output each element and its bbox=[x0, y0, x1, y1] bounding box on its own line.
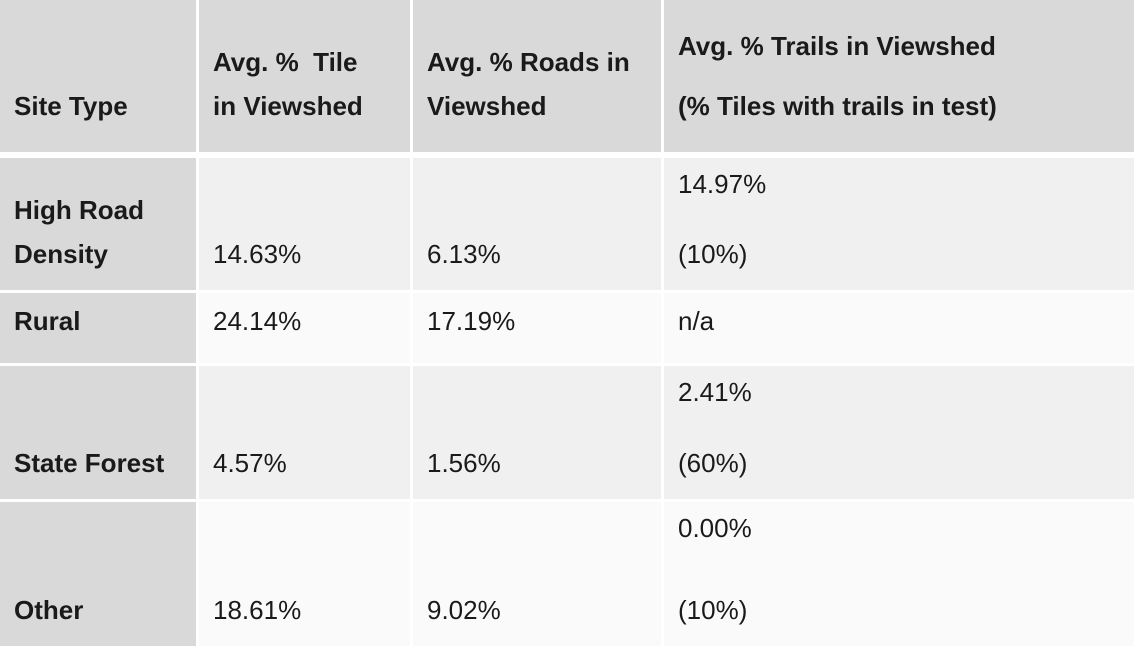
site-type-label: Other bbox=[14, 595, 84, 625]
row-state-forest-site: State Forest bbox=[0, 366, 196, 502]
roads-value: 1.56% bbox=[427, 448, 501, 478]
row-rural-tile: 24.14% bbox=[199, 293, 410, 366]
trails-pct-value: 14.97% bbox=[678, 169, 767, 199]
header-site-type: Site Type bbox=[0, 0, 196, 158]
row-high-road-density-tile: 14.63% bbox=[199, 158, 410, 293]
header-avg-trails: Avg. % Trails in Viewshed (% Tiles with … bbox=[664, 0, 1134, 158]
tile-value: 4.57% bbox=[213, 448, 287, 478]
row-high-road-density-trails: 14.97% (10%) bbox=[664, 158, 1134, 293]
roads-value: 6.13% bbox=[427, 239, 501, 269]
roads-value: 17.19% bbox=[427, 306, 516, 336]
row-rural-site: Rural bbox=[0, 293, 196, 366]
header-avg-tile-line2: in Viewshed bbox=[213, 91, 363, 121]
trails-tiles-value: (10%) bbox=[678, 239, 748, 269]
row-other-trails: 0.00% (10%) bbox=[664, 502, 1134, 646]
header-avg-roads: Avg. % Roads in Viewshed bbox=[413, 0, 661, 158]
site-type-label: Rural bbox=[14, 306, 81, 336]
trails-pct-value: n/a bbox=[678, 306, 715, 336]
site-type-label: High Road bbox=[14, 195, 144, 225]
tile-value: 24.14% bbox=[213, 306, 302, 336]
header-avg-trails-line1: Avg. % Trails in Viewshed bbox=[678, 31, 996, 61]
header-site-type-label: Site Type bbox=[14, 91, 128, 121]
header-avg-roads-line1: Avg. % Roads in bbox=[427, 47, 630, 77]
site-type-label: State Forest bbox=[14, 448, 165, 478]
roads-value: 9.02% bbox=[427, 595, 501, 625]
header-avg-trails-line2: (% Tiles with trails in test) bbox=[678, 91, 997, 121]
tile-value: 14.63% bbox=[213, 239, 302, 269]
trails-pct-value: 2.41% bbox=[678, 377, 752, 407]
header-avg-roads-line2: Viewshed bbox=[427, 91, 547, 121]
trails-tiles-value: (60%) bbox=[678, 448, 748, 478]
row-rural-roads: 17.19% bbox=[413, 293, 661, 366]
row-state-forest-roads: 1.56% bbox=[413, 366, 661, 502]
row-state-forest-trails: 2.41% (60%) bbox=[664, 366, 1134, 502]
trails-pct-value: 0.00% bbox=[678, 513, 752, 543]
trails-tiles-value: (10%) bbox=[678, 595, 748, 625]
row-other-site: Other bbox=[0, 502, 196, 646]
header-avg-tile-line1: Avg. % Tile bbox=[213, 47, 358, 77]
row-state-forest-tile: 4.57% bbox=[199, 366, 410, 502]
tile-value: 18.61% bbox=[213, 595, 302, 625]
row-other-roads: 9.02% bbox=[413, 502, 661, 646]
row-other-tile: 18.61% bbox=[199, 502, 410, 646]
row-high-road-density-site: High Road Density bbox=[0, 158, 196, 293]
site-type-label-cont: Density bbox=[14, 239, 108, 269]
row-rural-trails: n/a bbox=[664, 293, 1134, 366]
header-avg-tile: Avg. % Tile in Viewshed bbox=[199, 0, 410, 158]
row-high-road-density-roads: 6.13% bbox=[413, 158, 661, 293]
